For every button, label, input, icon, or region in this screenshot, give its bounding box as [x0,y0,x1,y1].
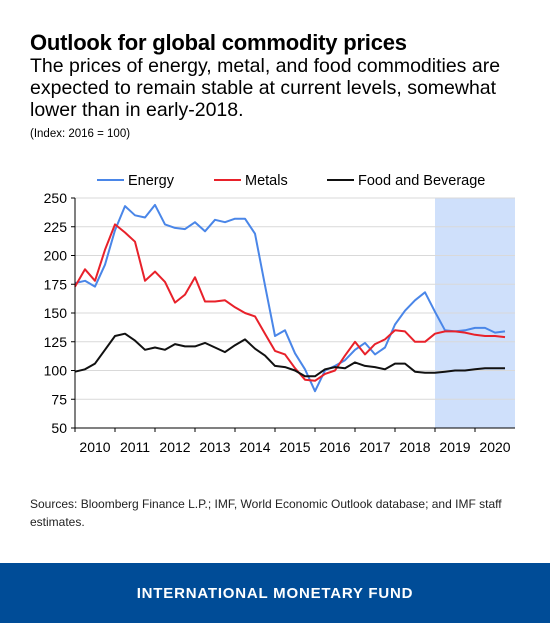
y-tick-label: 200 [44,248,68,264]
chart-legend: Energy Metals Food and Beverage [97,173,485,189]
legend-label-energy: Energy [128,173,175,189]
x-tick-label: 2010 [79,439,110,455]
x-tick-label: 2019 [439,439,470,455]
chart-title: Outlook for global commodity prices [30,30,407,55]
x-tick-label: 2020 [479,439,510,455]
y-tick-label: 125 [44,334,68,350]
x-tick-labels: 2010 2011 2012 2013 2014 2015 2016 2017 2018 2019… [79,439,510,455]
x-tick-label: 2012 [159,439,190,455]
series-line-energy [74,203,506,393]
x-tick-label: 2018 [399,439,430,455]
series-line-food-and-beverage [74,332,505,378]
y-tick-label: 75 [51,391,67,407]
y-tick-label: 175 [44,276,68,292]
index-note: (Index: 2016 = 100) [30,128,131,140]
series-line-metals [74,223,506,382]
x-tick-label: 2014 [239,439,270,455]
x-tick-label: 2013 [199,439,230,455]
legend-label-metals: Metals [245,173,288,189]
y-tick-labels: 50 75 100 125 150 175 200 225 250 [44,190,68,436]
source-note: Sources: Bloomberg Finance L.P.; IMF, Wo… [30,497,502,529]
x-tick-label: 2011 [120,439,150,455]
x-tick-label: 2017 [359,439,390,455]
chart-axes [74,198,515,432]
y-tick-label: 250 [44,190,68,206]
y-tick-label: 225 [44,219,68,235]
x-tick-label: 2016 [319,439,350,455]
legend-label-food-and-beverage: Food and Beverage [358,173,485,189]
organization-name: INTERNATIONAL MONETARY FUND [136,584,414,602]
y-tick-label: 150 [44,305,68,321]
y-tick-label: 100 [44,363,68,379]
y-tick-label: 50 [51,420,67,436]
chart-subtitle: The prices of energy, metal, and food co… [30,55,501,121]
commodity-price-chart: Energy Metals Food and Beverage 50 75 100 125… [44,173,515,455]
series-lines [74,203,506,393]
x-tick-label: 2015 [279,439,310,455]
imf-footer-banner: INTERNATIONAL MONETARY FUND [0,563,550,623]
y-gridlines [71,197,515,429]
